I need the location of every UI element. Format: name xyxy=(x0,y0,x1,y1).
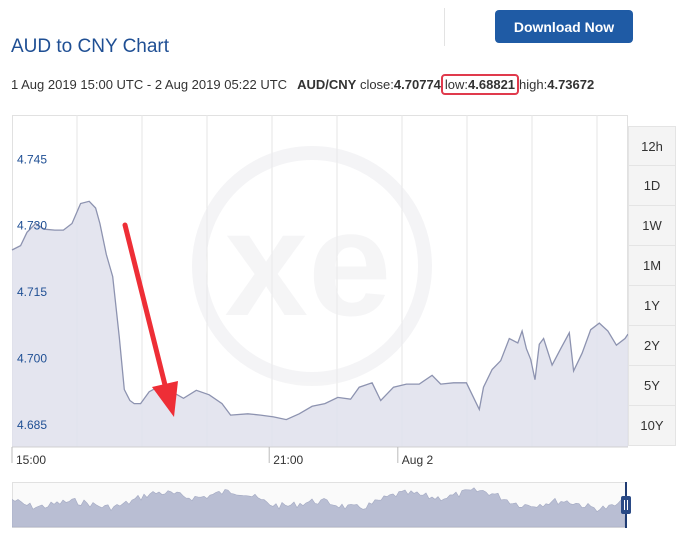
range-button-1w[interactable]: 1W xyxy=(628,206,676,246)
price-chart[interactable]: xe 4.745 4.730 4.715 4.700 4.685 15:00 21:00 Aug… xyxy=(11,115,629,467)
high-label: high: xyxy=(519,77,548,92)
low-highlight-box: low:4.68821 xyxy=(440,74,520,95)
chart-title: AUD to CNY Chart xyxy=(11,36,170,57)
low-value: 4.68821 xyxy=(468,77,516,92)
date-range: 1 Aug 2019 15:00 UTC - 2 Aug 2019 05:22 … xyxy=(11,77,288,92)
range-button-12h[interactable]: 12h xyxy=(628,126,676,166)
navigator[interactable] xyxy=(12,482,634,528)
range-button-1y[interactable]: 1Y xyxy=(628,286,676,326)
close-label: close: xyxy=(359,77,394,92)
chart-plot[interactable]: xe 4.745 4.730 4.715 4.700 4.685 15:00 21:00 Aug… xyxy=(11,115,629,467)
drag-handle-icon[interactable] xyxy=(621,496,631,514)
range-button-5y[interactable]: 5Y xyxy=(628,366,676,406)
x-tick-label: 15:00 xyxy=(16,453,46,467)
y-tick-label: 4.700 xyxy=(17,351,47,365)
xe-logo-text: xe xyxy=(225,179,392,347)
range-button-10y[interactable]: 10Y xyxy=(628,406,676,446)
low-label: low: xyxy=(444,77,469,92)
series-area xyxy=(12,201,628,447)
download-now-button[interactable]: Download Now xyxy=(495,10,633,43)
red-arrow-icon xyxy=(122,222,178,417)
series-line xyxy=(11,200,629,421)
xe-logo-watermark: xe xyxy=(192,146,432,386)
pair-label: AUD/CNY xyxy=(297,77,357,92)
range-buttons: 12h 1D 1W 1M 1Y 2Y 5Y 10Y xyxy=(628,126,676,446)
y-tick-label: 4.730 xyxy=(17,219,47,233)
range-button-2y[interactable]: 2Y xyxy=(628,326,676,366)
y-tick-label: 4.745 xyxy=(17,152,47,166)
navigator-plot[interactable] xyxy=(12,482,634,528)
arrow-shaft xyxy=(122,222,168,388)
x-tick-label: 21:00 xyxy=(273,453,303,467)
range-button-1m[interactable]: 1M xyxy=(628,246,676,286)
navigator-area xyxy=(12,487,626,528)
y-tick-label: 4.685 xyxy=(17,418,47,432)
y-tick-label: 4.715 xyxy=(17,285,47,299)
arrow-head xyxy=(152,381,178,417)
xe-logo-ring xyxy=(192,146,432,386)
x-tick-label: Aug 2 xyxy=(402,453,434,467)
close-value: 4.70774 xyxy=(393,77,441,92)
summary-line: 1 Aug 2019 15:00 UTC - 2 Aug 2019 05:22 … xyxy=(11,74,595,95)
range-button-1d[interactable]: 1D xyxy=(628,166,676,206)
high-value: 4.73672 xyxy=(547,77,595,92)
header-divider xyxy=(444,8,445,46)
